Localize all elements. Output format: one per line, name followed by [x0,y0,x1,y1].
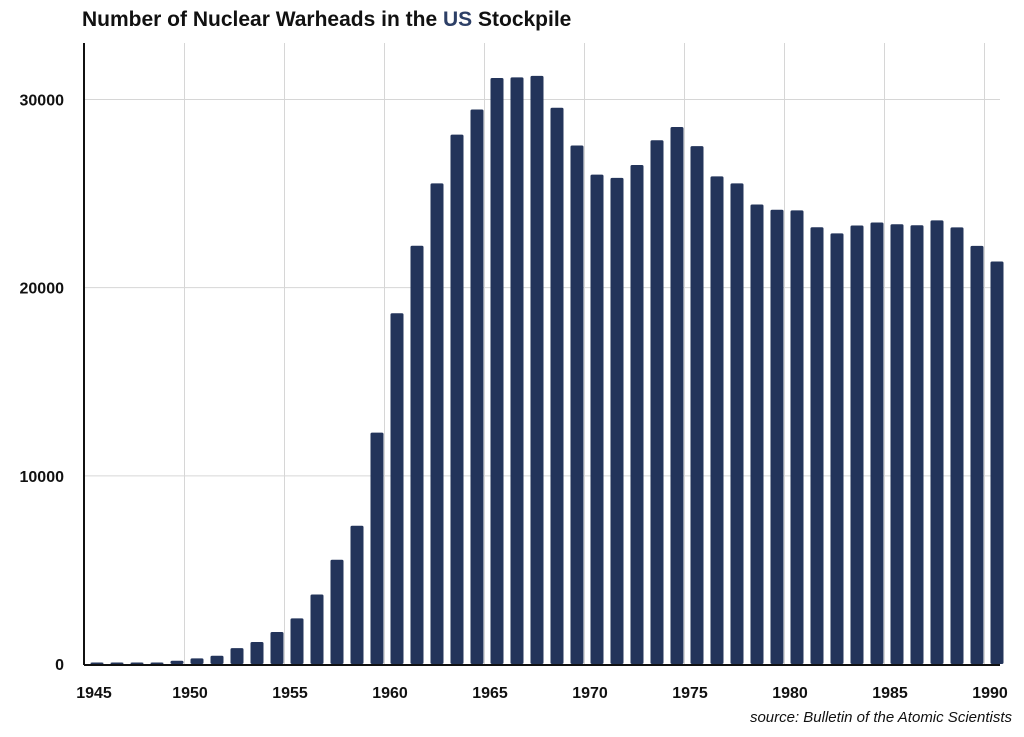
bar-1953 [250,642,264,664]
bar-1972 [630,165,644,664]
bar-1974 [670,126,684,665]
bar-1977 [730,183,744,664]
bar-1985 [890,224,904,665]
bar-1946 [110,662,124,664]
bar-1965 [490,78,504,665]
bar-1979 [770,209,784,664]
bar-1976 [710,176,724,664]
x-tick-label: 1955 [272,685,308,702]
bar-1958 [350,525,364,664]
bar-1966 [510,77,524,664]
x-tick-label: 1950 [172,685,208,702]
bar-1971 [610,177,624,664]
bar-1987 [930,220,944,664]
bar-1973 [650,140,664,664]
bar-1967 [530,75,544,665]
bar-1955 [290,618,304,664]
bar-1981 [810,227,824,664]
bar-1969 [570,145,584,664]
bar-1962 [430,183,444,664]
bar-1949 [170,660,184,664]
x-tick-label: 1965 [472,685,508,702]
bar-1980 [790,210,804,664]
chart-title: Number of Nuclear Warheads in the US Sto… [82,8,571,32]
y-tick-label: 0 [55,657,64,674]
x-tick-label: 1975 [672,685,708,702]
x-tick-label: 1985 [872,685,908,702]
bar-1990 [990,261,1004,664]
chart-title-highlight: US [442,8,473,31]
bar-1959 [370,432,384,664]
bar-1978 [750,204,764,665]
bar-1954 [270,631,284,664]
x-tick-label: 1945 [76,685,112,702]
y-tick-label: 20000 [20,281,65,298]
bar-1983 [850,225,864,665]
bar-1951 [210,655,224,664]
bar-1956 [310,594,324,664]
bar-1961 [410,245,424,664]
source-note: source: Bulletin of the Atomic Scientist… [749,709,1012,726]
y-tick-label: 10000 [20,469,65,486]
x-tick-label: 1960 [372,685,408,702]
bar-1945 [90,662,104,664]
bar-1989 [970,245,984,665]
bar-1948 [150,662,164,664]
bar-1964 [470,109,484,664]
bar-1963 [450,134,464,665]
chart-title-part-1: Number of Nuclear Warheads in the [82,8,443,31]
bar-1982 [830,233,844,664]
chart-title-part-3: Stockpile [472,8,572,31]
bar-1986 [910,225,924,664]
x-tick-labels: 1945 1950 1955 1960 1965 1970 1975 1980 1985 1990 [76,685,1008,702]
bar-1947 [130,662,144,664]
bar-1957 [330,559,344,664]
bar-1970 [590,174,604,664]
y-tick-label: 30000 [20,92,65,109]
x-tick-label: 1980 [772,685,808,702]
bar-1952 [230,648,244,664]
y-tick-labels: 0 10000 20000 30000 [20,92,65,674]
bar-1960 [390,313,404,664]
x-tick-label: 1990 [972,685,1008,702]
bar-1988 [950,227,964,664]
x-tick-label: 1970 [572,685,608,702]
bar-1975 [690,146,704,664]
bar-1950 [190,658,204,664]
bar-1968 [550,107,564,665]
bars [90,75,1004,665]
axes [83,43,1000,666]
bar-1984 [870,222,884,665]
